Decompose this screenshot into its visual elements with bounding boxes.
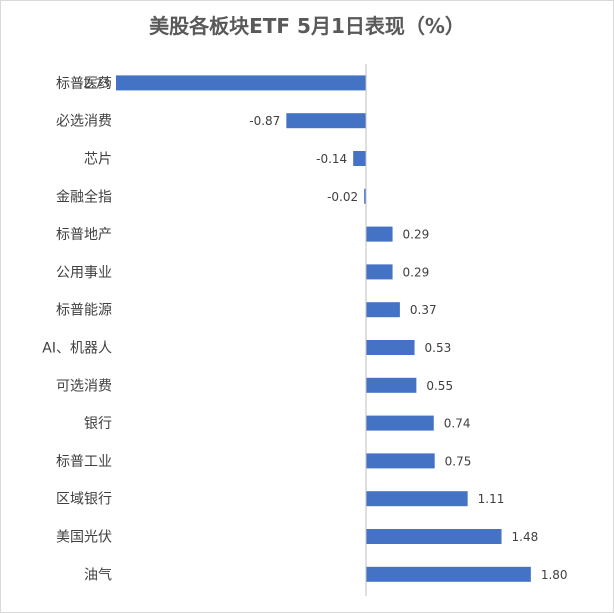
- bar-8: [366, 340, 415, 355]
- category-label: AI、机器人: [42, 341, 112, 357]
- bar-3: [353, 151, 366, 166]
- data-label: 0.29: [403, 228, 430, 242]
- data-label: 1.11: [478, 492, 505, 506]
- category-label: 美国光伏: [56, 530, 112, 546]
- category-label: 标普医药: [56, 76, 112, 92]
- bar-6: [366, 264, 393, 280]
- data-label: 0.74: [444, 417, 471, 431]
- bar-11: [366, 453, 435, 469]
- data-label: 0.75: [445, 454, 472, 468]
- chart-title: 美股各板块ETF 5月1日表现（%）: [149, 14, 465, 38]
- data-labels-group: -2.73 -0.87 -0.14 -0.02 0.29 0.29 0.37 0.53 0.55…: [79, 76, 568, 581]
- category-label: 标普工业: [56, 454, 112, 470]
- category-label: 标普地产: [56, 227, 112, 243]
- data-label: -2.73: [79, 76, 110, 90]
- data-label: -0.87: [249, 114, 280, 128]
- bar-9: [366, 377, 417, 393]
- data-label: 1.48: [512, 530, 539, 544]
- bar-5: [366, 226, 393, 242]
- bars-group: [116, 75, 531, 582]
- category-label: 可选消费: [56, 378, 112, 394]
- category-label: 油气: [84, 567, 112, 583]
- bar-2: [286, 113, 366, 129]
- category-label: 标普能源: [56, 303, 112, 319]
- category-label: 金融全指: [56, 188, 112, 205]
- bar-4: [364, 188, 366, 204]
- data-label: -0.02: [327, 190, 358, 204]
- bar-1: [116, 75, 366, 91]
- bar-14: [366, 566, 531, 582]
- category-label: 银行: [84, 416, 112, 432]
- category-label: 必选消费: [56, 114, 112, 130]
- data-label: 0.37: [410, 303, 437, 317]
- data-label: -0.14: [316, 152, 347, 166]
- category-label: 区域银行: [56, 492, 112, 508]
- data-label: 0.55: [426, 379, 453, 393]
- data-label: 1.80: [541, 568, 568, 582]
- bar-12: [366, 491, 468, 507]
- data-label: 0.53: [425, 341, 452, 355]
- data-label: 0.29: [403, 265, 430, 279]
- category-label: 公用事业: [56, 265, 112, 281]
- bar-7: [366, 302, 400, 318]
- bar-13: [366, 529, 502, 544]
- category-label: 芯片: [84, 152, 112, 168]
- bar-10: [366, 415, 434, 431]
